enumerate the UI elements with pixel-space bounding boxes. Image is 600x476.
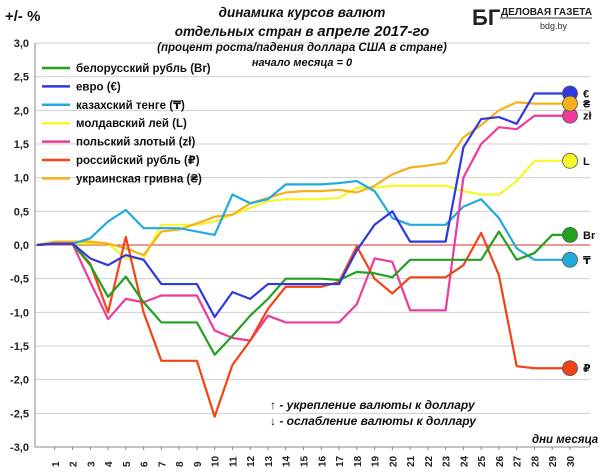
x-tick-label: 24 [459, 455, 470, 467]
chart-title-line2: отдельных стран в апреле 2017-го [175, 23, 430, 40]
series-line [36, 101, 570, 257]
y-unit-label: +/- % [5, 8, 40, 25]
x-tick-label: 12 [246, 455, 257, 467]
legend-note-down: ↓ - ослабление валюты к доллару [270, 414, 477, 428]
publisher-logo: БГ ДЕЛОВАЯ ГАЗЕТА bdg.by [472, 5, 592, 31]
series-line [36, 159, 570, 260]
y-tick-label: -1,5 [10, 341, 29, 353]
y-tick-label: 1,5 [14, 139, 29, 151]
series-end-symbol: L [583, 156, 590, 168]
logo-mark: БГ [472, 5, 501, 30]
legend-entry: молдавский лей (L) [76, 118, 187, 130]
x-tick-label: 26 [495, 455, 506, 467]
logo-site: bdg.by [540, 21, 568, 31]
x-tick-label: 27 [513, 455, 524, 467]
chart-note: начало месяца = 0 [252, 57, 353, 69]
x-tick-label: 25 [477, 455, 488, 467]
y-tick-label: 0,5 [14, 206, 29, 218]
legend-entry: евро (€) [76, 81, 121, 93]
x-tick-label: 15 [300, 455, 311, 467]
legend: белорусский рубль (Br) евро (€) казахский … [42, 63, 211, 185]
x-tick-label: 16 [317, 455, 328, 467]
x-tick-label: 6 [140, 461, 151, 467]
series-line [36, 231, 570, 418]
series-line [36, 114, 570, 342]
x-tick-label: 29 [548, 455, 559, 467]
legend-entry: казахский тенге (₸) [76, 100, 185, 112]
title-line2-part2: апреле 2017-го [317, 23, 429, 40]
logo-name: ДЕЛОВАЯ ГАЗЕТА [501, 7, 592, 18]
y-tick-label: -1,0 [10, 307, 29, 319]
legend-entry: белорусский рубль (Br) [76, 63, 211, 75]
x-tick-label: 4 [104, 461, 115, 467]
x-tick-label: 18 [353, 455, 364, 467]
series-line [36, 230, 570, 356]
x-tick-label: 21 [406, 455, 417, 467]
y-tick-label: 2,0 [14, 105, 29, 117]
series-end-symbol: zł [583, 111, 592, 123]
y-tick-label: -0,5 [10, 274, 29, 286]
series-end-marker [562, 251, 578, 268]
x-tick-label: 3 [86, 461, 97, 467]
title-line2-part1: отдельных стран в [175, 24, 318, 39]
y-tick-label: -3,0 [10, 442, 29, 454]
legend-entry: польский злотый (zł) [76, 137, 195, 149]
x-tick-label: 19 [371, 455, 382, 467]
series-line [36, 92, 570, 319]
y-tick-label: -2,5 [10, 408, 29, 420]
x-tick-label: 23 [442, 455, 453, 467]
x-tick-label: 10 [211, 455, 222, 467]
x-tick-label: 1 [51, 461, 62, 467]
y-tick-label: 0,0 [14, 240, 29, 252]
series-end-symbol: € [583, 89, 589, 101]
x-axis-label: дни месяца [532, 434, 599, 446]
x-tick-label: 8 [175, 461, 186, 467]
x-tick-label: 20 [388, 455, 399, 467]
series-end-symbol: ₴ [583, 99, 591, 111]
x-tick-label: 14 [282, 455, 293, 467]
series-end-symbol: ₽ [583, 363, 591, 375]
series-end-symbol: ₸ [583, 255, 591, 267]
y-tick-label: 2,5 [14, 72, 29, 84]
chart-title: динамика курсов валют [219, 5, 386, 20]
series-end-marker [562, 152, 578, 169]
x-tick-label: 7 [157, 461, 168, 467]
x-tick-label: 5 [122, 461, 133, 467]
legend-entry: украинская гривна (₴) [76, 173, 202, 185]
x-tick-label: 11 [228, 456, 239, 467]
x-tick-label: 30 [566, 455, 577, 467]
series-end-symbol: Br [583, 230, 596, 242]
x-tick-label: 2 [69, 461, 80, 467]
x-tick-label: 13 [264, 455, 275, 467]
series-end-marker [562, 95, 578, 112]
chart-subtitle: (процент роста/падения доллара США в стр… [157, 42, 447, 54]
legend-note-up: ↑ - укрепление валюты к доллару [270, 398, 476, 412]
y-tick-label: -2,0 [10, 375, 29, 387]
series-line [36, 179, 570, 261]
x-tick-label: 9 [193, 461, 204, 467]
x-tick-label: 28 [530, 455, 541, 467]
series-end-marker [562, 360, 578, 377]
x-tick-label: 22 [424, 455, 435, 467]
y-tick-label: 3,0 [14, 38, 29, 50]
series-end-marker [562, 226, 578, 243]
y-tick-label: 1,0 [14, 173, 29, 185]
x-tick-label: 17 [335, 455, 346, 467]
legend-entry: российский рубль (₽) [76, 155, 200, 167]
